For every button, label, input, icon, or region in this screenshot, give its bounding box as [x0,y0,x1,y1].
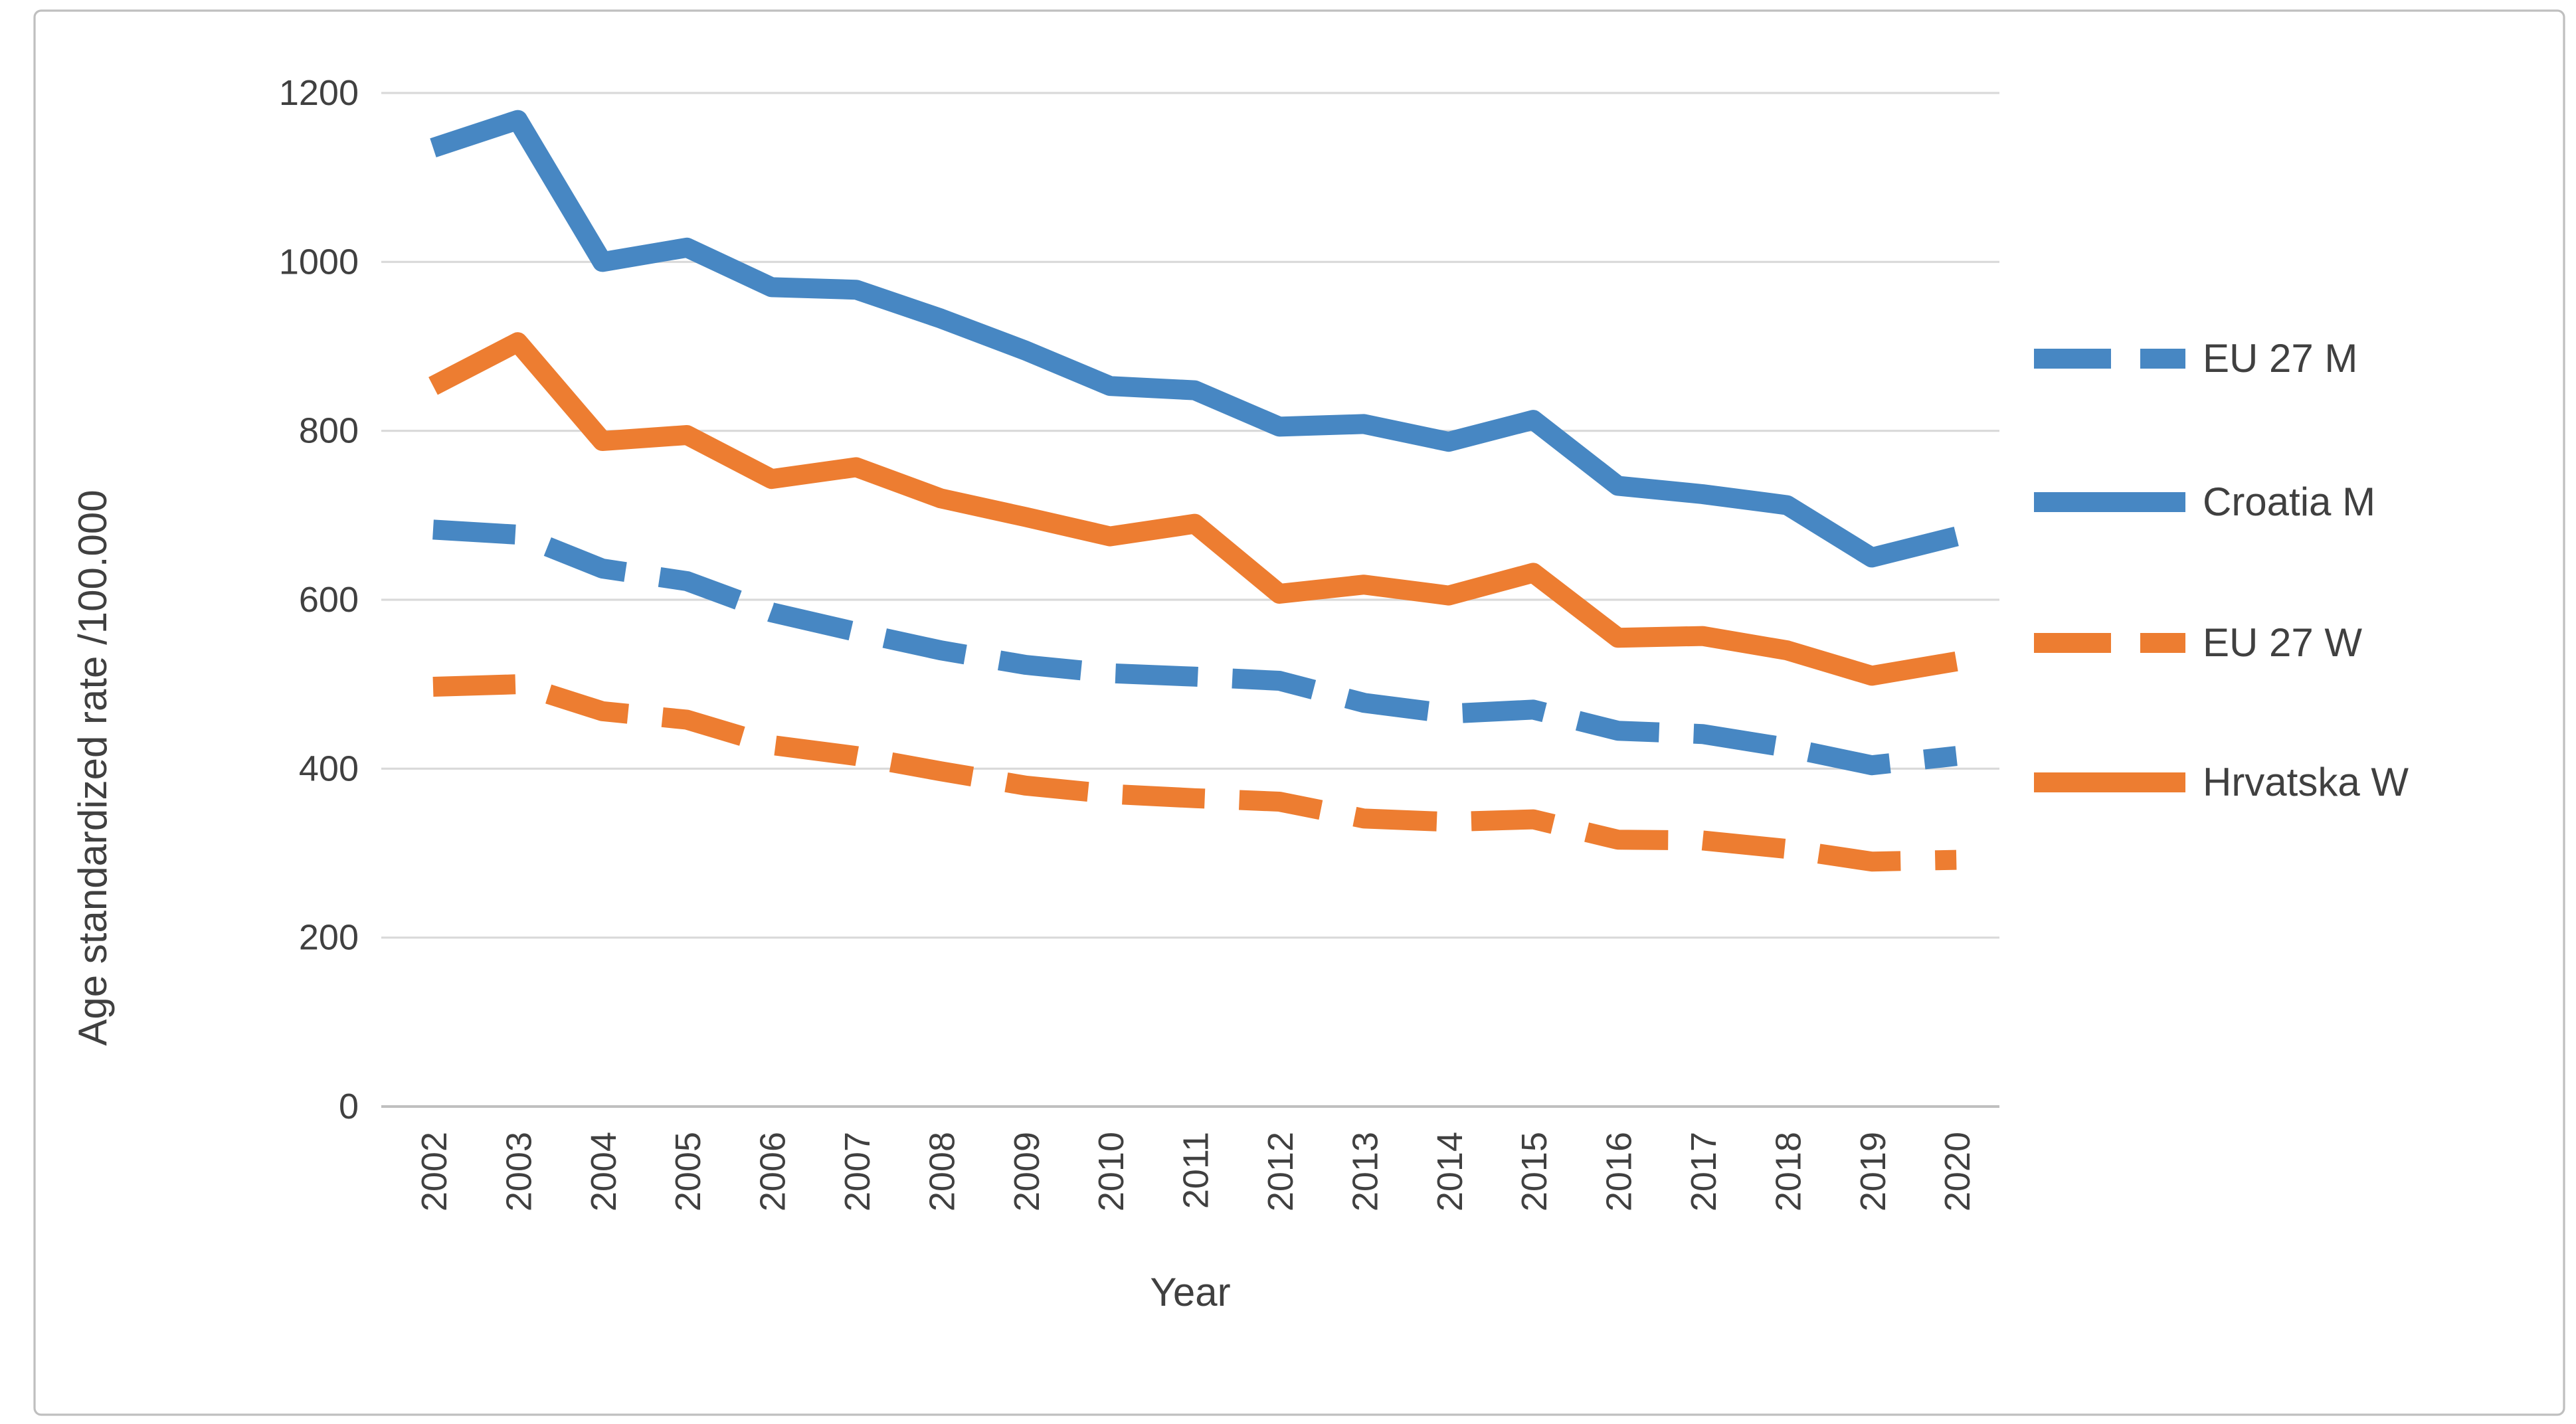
legend-item-hrvatska-w: Hrvatska W [2034,760,2409,804]
y-tick-label-0: 0 [339,1087,359,1126]
x-tick-label-2011: 2011 [1176,1132,1216,1209]
y-tick-label-1200: 1200 [279,73,359,113]
x-tick-label-2020: 2020 [1938,1132,1978,1211]
x-tick-label-2004: 2004 [584,1132,624,1211]
x-tick-label-2018: 2018 [1768,1132,1808,1211]
x-tick-label-2013: 2013 [1345,1132,1385,1211]
series-line-eu-27-m [432,519,1958,776]
x-tick-label-2016: 2016 [1600,1132,1639,1211]
y-axis-tick-labels: 0 200 400 600 800 1000 1200 [279,73,359,1126]
series-line-hrvatska-w [428,332,1958,686]
x-tick-label-2009: 2009 [1007,1132,1047,1211]
legend-label-croatia-m: Croatia M [2203,480,2375,524]
x-axis-title: Year [1150,1270,1230,1314]
y-tick-label-1000: 1000 [279,242,359,282]
x-tick-label-2019: 2019 [1853,1132,1893,1211]
y-axis-title: Age standardized rate /100.000 [70,490,115,1045]
x-axis-tick-labels: 2002 2003 2004 2005 2006 2007 2008 2009 2010 2011… [414,1132,1978,1211]
x-tick-label-2010: 2010 [1091,1132,1131,1211]
x-tick-label-2015: 2015 [1515,1132,1554,1211]
legend: EU 27 M Croatia M EU 27 W Hrvatska W [2034,336,2409,804]
y-tick-label-200: 200 [299,918,359,958]
x-tick-label-2006: 2006 [753,1132,793,1211]
y-tick-label-600: 600 [299,580,359,620]
series-line-eu-27-w [432,674,1957,872]
x-tick-label-2002: 2002 [414,1132,454,1211]
x-tick-label-2008: 2008 [922,1132,962,1211]
figure-border [33,9,2565,1416]
x-tick-label-2017: 2017 [1684,1132,1724,1211]
legend-item-eu-27-w: EU 27 W [2034,620,2362,665]
legend-label-eu-27-m: EU 27 M [2203,336,2357,381]
legend-item-eu-27-m: EU 27 M [2034,336,2357,381]
series-line-croatia-m [430,110,1959,568]
x-tick-label-2012: 2012 [1261,1132,1301,1211]
x-tick-label-2014: 2014 [1430,1132,1470,1211]
x-tick-label-2003: 2003 [499,1132,539,1211]
y-tick-label-800: 800 [299,411,359,451]
y-tick-label-400: 400 [299,749,359,788]
legend-label-eu-27-w: EU 27 W [2203,620,2362,665]
x-tick-label-2007: 2007 [838,1132,877,1211]
legend-item-croatia-m: Croatia M [2034,480,2375,524]
legend-label-hrvatska-w: Hrvatska W [2203,760,2409,804]
series-lines [428,110,1959,872]
x-tick-label-2005: 2005 [668,1132,708,1211]
